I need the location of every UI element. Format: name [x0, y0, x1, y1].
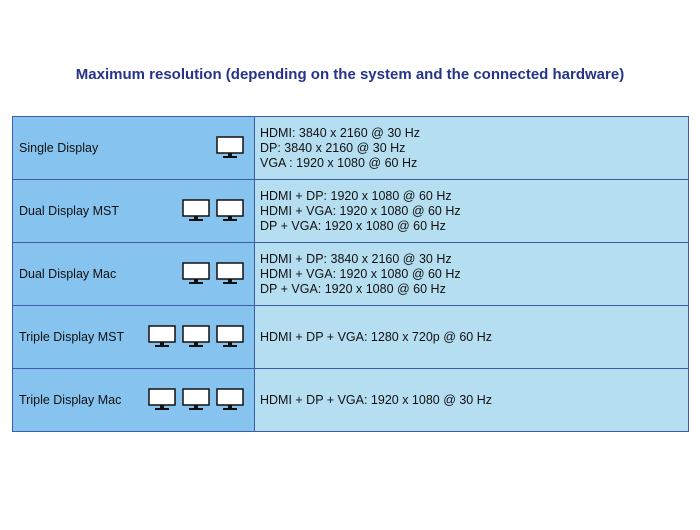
resolution-cell: HDMI + DP + VGA: 1920 x 1080 @ 30 Hz [254, 368, 689, 432]
monitor-icons [216, 136, 244, 160]
resolution-line: VGA : 1920 x 1080 @ 60 Hz [260, 155, 418, 170]
resolution-table: Single Display HDMI: 3840 x 2160 @ 30 Hz D… [12, 116, 689, 432]
monitor-icons [182, 199, 244, 223]
table-row: Dual Display MST HDMI + DP: 1920 x 1080 @… [12, 179, 689, 243]
monitor-icon [216, 199, 244, 221]
monitor-icon [182, 262, 210, 284]
monitor-icon [216, 388, 244, 410]
resolution-line: DP + VGA: 1920 x 1080 @ 60 Hz [260, 281, 446, 296]
monitor-icon [182, 388, 210, 410]
display-mode-label: Triple Display MST [19, 330, 125, 344]
monitor-icons [148, 325, 244, 349]
resolution-line: HDMI + VGA: 1920 x 1080 @ 60 Hz [260, 203, 461, 218]
monitor-icons [182, 262, 244, 286]
table-row: Triple Display Mac HDMI + DP + VGA: 1920 … [12, 368, 689, 432]
display-mode-cell: Dual Display Mac [12, 242, 255, 306]
resolution-line: HDMI: 3840 x 2160 @ 30 Hz [260, 125, 420, 140]
display-mode-cell: Triple Display MST [12, 305, 255, 369]
monitor-icon [216, 262, 244, 284]
display-mode-cell: Dual Display MST [12, 179, 255, 243]
monitor-icon [182, 199, 210, 221]
resolution-cell: HDMI + DP: 3840 x 2160 @ 30 Hz HDMI + VGA… [254, 242, 689, 306]
display-mode-label: Triple Display Mac [19, 393, 122, 407]
resolution-line: HDMI + VGA: 1920 x 1080 @ 60 Hz [260, 266, 461, 281]
monitor-icon [182, 325, 210, 347]
monitor-icon [148, 325, 176, 347]
resolution-cell: HDMI + DP: 1920 x 1080 @ 60 Hz HDMI + VGA… [254, 179, 689, 243]
page-title: Maximum resolution (depending on the sys… [75, 66, 625, 83]
resolution-line: HDMI + DP + VGA: 1280 x 720p @ 60 Hz [260, 329, 493, 344]
resolution-line: HDMI + DP: 1920 x 1080 @ 60 Hz [260, 188, 452, 203]
table-row: Triple Display MST HDMI + DP + VGA: 1280 … [12, 305, 689, 369]
monitor-icon [216, 136, 244, 158]
table-row: Dual Display Mac HDMI + DP: 3840 x 2160 @… [12, 242, 689, 306]
display-mode-cell: Triple Display Mac [12, 368, 255, 432]
resolution-cell: HDMI + DP + VGA: 1280 x 720p @ 60 Hz [254, 305, 689, 369]
resolution-line: HDMI + DP: 3840 x 2160 @ 30 Hz [260, 251, 452, 266]
monitor-icon [216, 325, 244, 347]
resolution-line: DP + VGA: 1920 x 1080 @ 60 Hz [260, 218, 446, 233]
resolution-line: DP: 3840 x 2160 @ 30 Hz [260, 140, 406, 155]
monitor-icons [148, 388, 244, 412]
display-mode-label: Single Display [19, 141, 99, 155]
display-mode-cell: Single Display [12, 116, 255, 180]
resolution-line: HDMI + DP + VGA: 1920 x 1080 @ 30 Hz [260, 392, 493, 407]
display-mode-label: Dual Display MST [19, 204, 120, 218]
table-row: Single Display HDMI: 3840 x 2160 @ 30 Hz D… [12, 116, 689, 180]
display-mode-label: Dual Display Mac [19, 267, 117, 281]
monitor-icon [148, 388, 176, 410]
resolution-cell: HDMI: 3840 x 2160 @ 30 Hz DP: 3840 x 2160… [254, 116, 689, 180]
